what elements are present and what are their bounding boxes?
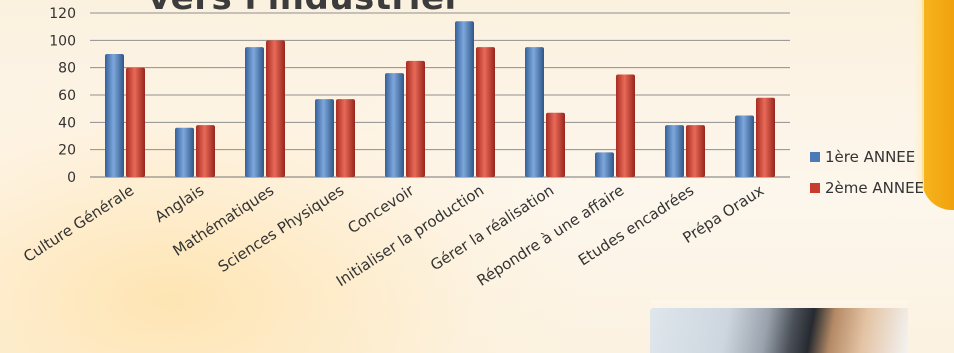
- x-tick-label: Culture Générale: [20, 181, 137, 266]
- bar-annee2: [336, 99, 355, 177]
- bar-annee2: [616, 74, 635, 177]
- bar-annee1: [245, 47, 264, 177]
- x-axis: Culture Générale AnglaisMathématiquesScie…: [20, 181, 767, 290]
- x-tick-label: Anglais: [152, 181, 208, 226]
- bar-annee1: [735, 115, 754, 177]
- bar-annee1: [455, 21, 474, 178]
- bar-annee2: [756, 97, 775, 177]
- y-axis: 0 20 40 60 80 100 120: [49, 6, 76, 186]
- bar-annee1: [525, 47, 544, 177]
- bar-annee2: [126, 67, 145, 177]
- bar-annee1: [385, 73, 404, 177]
- decorative-swoosh-highlight: [914, 0, 924, 190]
- chart-bars: [105, 21, 775, 178]
- bar-annee2: [266, 40, 285, 178]
- legend-label: 2ème ANNEE: [825, 179, 924, 197]
- y-tick-label: 60: [58, 88, 76, 104]
- bar-annee2: [686, 125, 705, 177]
- chart-gridlines: [90, 12, 790, 178]
- y-tick-label: 120: [49, 6, 76, 22]
- bar-annee2: [406, 60, 425, 178]
- bar-annee1: [175, 127, 194, 177]
- bar-annee1: [665, 125, 684, 177]
- legend-label: 1ère ANNEE: [825, 148, 915, 166]
- decorative-photo: [650, 308, 908, 353]
- bar-annee1: [315, 99, 334, 177]
- y-tick-label: 80: [58, 61, 76, 77]
- legend-swatch: [810, 183, 820, 193]
- bar-annee1: [595, 152, 614, 177]
- x-tick-label: Etudes encadrées: [575, 181, 697, 269]
- y-tick-label: 20: [58, 143, 76, 159]
- bar-annee1: [105, 54, 124, 177]
- decorative-swoosh: [922, 0, 954, 210]
- y-tick-label: 0: [67, 170, 76, 186]
- bar-annee2: [196, 125, 215, 177]
- x-tick-label: Sciences Physiques: [215, 181, 348, 276]
- x-tick-label: Gérer la réalisation: [427, 181, 557, 274]
- bar-annee2: [476, 47, 495, 177]
- photo-fade: [650, 300, 908, 310]
- legend-swatch: [810, 152, 820, 162]
- bar-annee2: [546, 112, 565, 177]
- chart-legend: 1ère ANNEE 2ème ANNEE: [810, 148, 924, 197]
- y-tick-label: 100: [49, 33, 76, 49]
- y-tick-label: 40: [58, 115, 76, 131]
